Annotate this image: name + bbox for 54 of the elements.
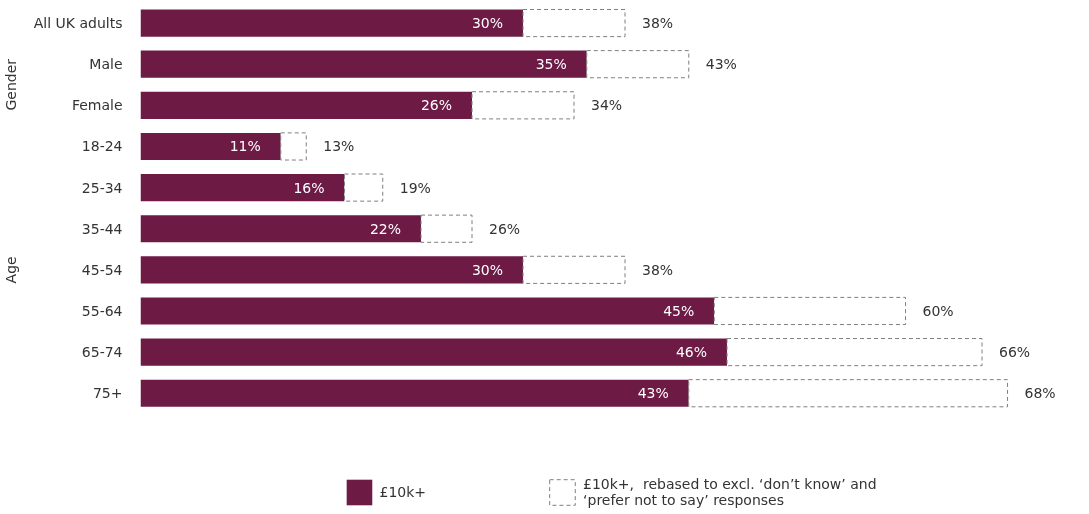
bar <box>688 379 1009 408</box>
y-tick-label: All UK adults <box>33 15 123 32</box>
bar <box>586 50 690 79</box>
bar <box>140 379 689 407</box>
total-label: 68% <box>1024 385 1056 402</box>
data-label: 11% <box>229 138 261 155</box>
total-label: 26% <box>489 220 521 237</box>
y-tick-label: 25-34 <box>81 179 123 196</box>
text: Age <box>3 256 20 284</box>
bar <box>471 91 575 120</box>
bar <box>420 214 473 243</box>
y-tick-label: 35-44 <box>81 220 123 237</box>
total-label: 38% <box>642 261 674 278</box>
data-label: 30% <box>471 15 504 32</box>
bar <box>140 9 524 37</box>
bar <box>522 8 626 38</box>
bar <box>344 173 384 202</box>
data-label: 35% <box>535 56 567 73</box>
y-tick-label: 65-74 <box>81 344 123 361</box>
bar <box>726 338 983 367</box>
bar <box>140 91 473 119</box>
total-label: 38% <box>642 15 674 32</box>
bar <box>713 296 907 326</box>
data-label: 43% <box>637 385 669 402</box>
bar <box>140 338 728 366</box>
total-label: 19% <box>399 179 431 196</box>
data-label: 16% <box>293 179 325 196</box>
total-label: 60% <box>922 302 954 319</box>
total-label: 13% <box>323 138 355 155</box>
data-label: 30% <box>471 261 504 278</box>
data-label: 45% <box>663 302 695 319</box>
y-tick-label: 55-64 <box>81 302 123 319</box>
y-tick-label: Female <box>71 97 123 114</box>
legend-label: £10k+ <box>379 484 427 500</box>
y-tick-label: 75+ <box>92 385 123 402</box>
text: Gender <box>3 58 20 111</box>
bar <box>140 50 587 78</box>
data-label: 46% <box>675 344 708 361</box>
bar <box>280 132 307 161</box>
bar <box>140 256 524 284</box>
y-tick-label: Male <box>89 56 123 73</box>
y-tick-label: 18-24 <box>81 138 123 155</box>
bar <box>522 255 626 284</box>
bar <box>140 174 345 202</box>
total-label: 66% <box>999 344 1031 361</box>
bar <box>140 132 281 161</box>
legend-label: £10k+, rebased to excl. ‘don’t know’ and ‘prefer not to say’ responses <box>583 476 877 508</box>
total-label: 43% <box>705 56 737 73</box>
bar <box>140 297 715 325</box>
y-tick-label: 45-54 <box>81 261 123 278</box>
bar <box>140 215 422 243</box>
data-label: 26% <box>420 97 453 114</box>
data-label: 22% <box>369 220 402 237</box>
total-label: 34% <box>591 97 623 114</box>
